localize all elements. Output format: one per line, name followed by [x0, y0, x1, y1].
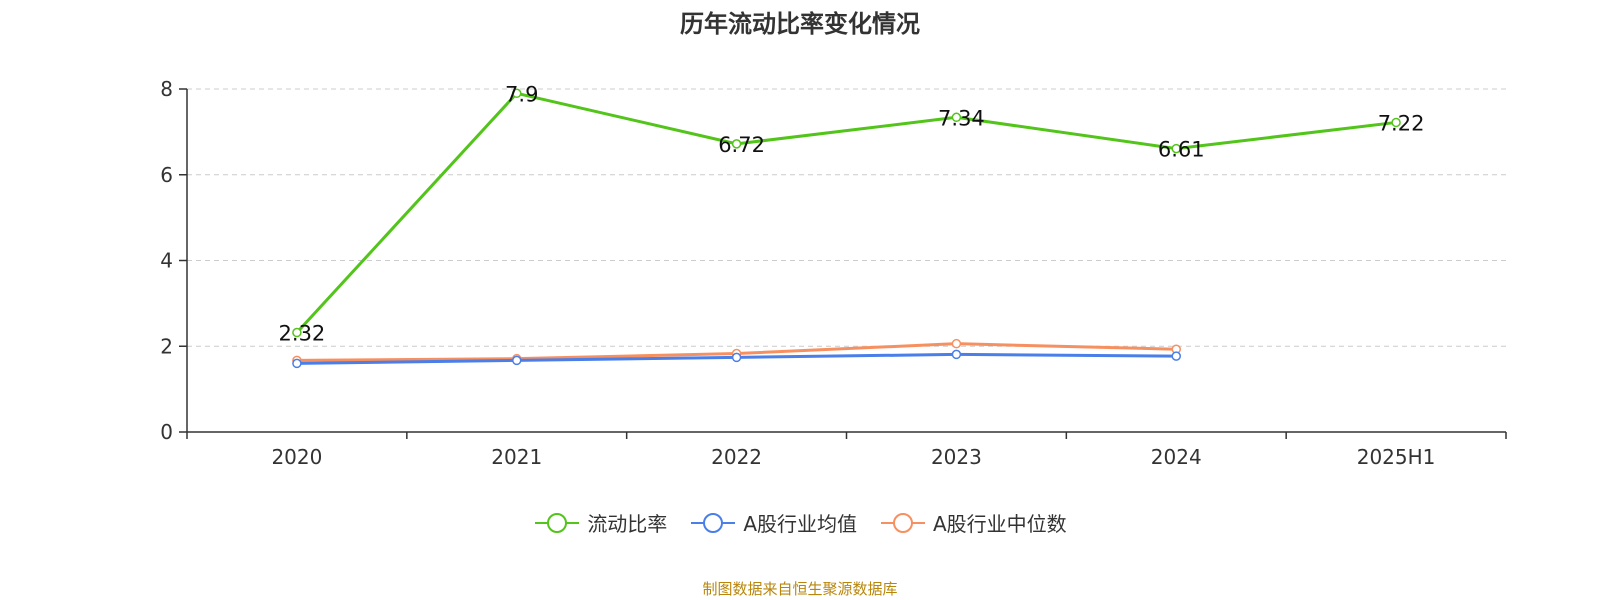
legend-label-industry-mean: A股行业均值	[743, 512, 857, 536]
x-tick-label: 2023	[931, 445, 982, 469]
y-tick-label: 8	[160, 77, 173, 101]
legend-item-industry-median[interactable]: A股行业中位数	[879, 508, 1067, 537]
data-point	[292, 327, 302, 338]
y-tick-label: 4	[160, 249, 173, 273]
series-line	[295, 91, 1397, 334]
data-label: 6.72	[718, 133, 765, 157]
legend-swatch-industry-median	[881, 512, 925, 533]
data-label: 7.9	[505, 82, 538, 106]
legend-label-industry-median: A股行业中位数	[933, 512, 1067, 536]
legend: 流动比率 A股行业均值 A股行业中位数	[0, 508, 1600, 537]
data-point	[951, 349, 962, 360]
legend-label-current-ratio: 流动比率	[587, 512, 668, 536]
source-note: 制图数据来自恒生聚源数据库	[702, 580, 898, 598]
y-tick-label: 6	[160, 163, 173, 187]
data-point	[951, 112, 962, 123]
x-tick-label: 2024	[1151, 445, 1202, 469]
legend-swatch-industry-mean	[691, 512, 736, 533]
data-point	[292, 358, 302, 369]
data-label: 2.32	[279, 322, 326, 346]
legend-swatch-current-ratio	[535, 512, 580, 533]
legend-item-industry-mean[interactable]: A股行业均值	[689, 508, 857, 537]
x-tick-label: 2025H1	[1357, 445, 1436, 469]
data-label: 6.61	[1158, 138, 1205, 162]
data-point	[731, 352, 742, 363]
data-point	[512, 355, 522, 366]
x-tick-label: 2021	[491, 445, 542, 469]
y-tick-label: 0	[160, 420, 173, 444]
data-point	[731, 139, 742, 149]
data-point	[1171, 351, 1181, 361]
x-tick-label: 2022	[711, 445, 762, 469]
chart-title: 历年流动比率变化情况	[680, 10, 920, 38]
y-tick-label: 2	[160, 334, 173, 358]
data-point	[1391, 117, 1401, 128]
data-point	[512, 88, 522, 99]
legend-item-current-ratio[interactable]: 流动比率	[533, 508, 667, 537]
data-label: 7.22	[1378, 111, 1425, 135]
data-point	[1171, 143, 1181, 154]
data-point	[951, 338, 962, 349]
data-label: 7.34	[938, 106, 985, 130]
x-tick-label: 2020	[271, 445, 322, 469]
